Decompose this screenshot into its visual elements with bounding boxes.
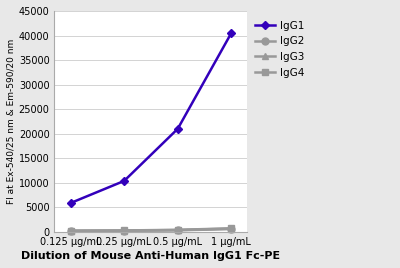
IgG4 [229,227,234,230]
IgG1 [229,31,234,35]
Line: IgG4: IgG4 [67,225,235,234]
X-axis label: Dilution of Mouse Anti-Human IgG1 Fc-PE: Dilution of Mouse Anti-Human IgG1 Fc-PE [21,251,280,261]
IgG2 [68,229,73,232]
Legend: IgG1, IgG2, IgG3, IgG4: IgG1, IgG2, IgG3, IgG4 [254,21,304,78]
IgG4 [122,229,126,232]
IgG4 [175,228,180,232]
Line: IgG3: IgG3 [67,226,235,234]
IgG2 [229,227,234,230]
IgG2 [175,228,180,232]
IgG3 [68,229,73,233]
IgG1 [175,127,180,131]
IgG2 [122,229,126,232]
IgG4 [68,229,73,232]
IgG3 [175,229,180,232]
IgG1 [68,202,73,205]
IgG3 [122,229,126,232]
Y-axis label: FI at Ex-540/25 nm & Em-590/20 nm: FI at Ex-540/25 nm & Em-590/20 nm [7,39,16,204]
Line: IgG1: IgG1 [68,30,234,206]
IgG3 [229,228,234,231]
Line: IgG2: IgG2 [67,225,235,234]
IgG1 [122,179,126,183]
